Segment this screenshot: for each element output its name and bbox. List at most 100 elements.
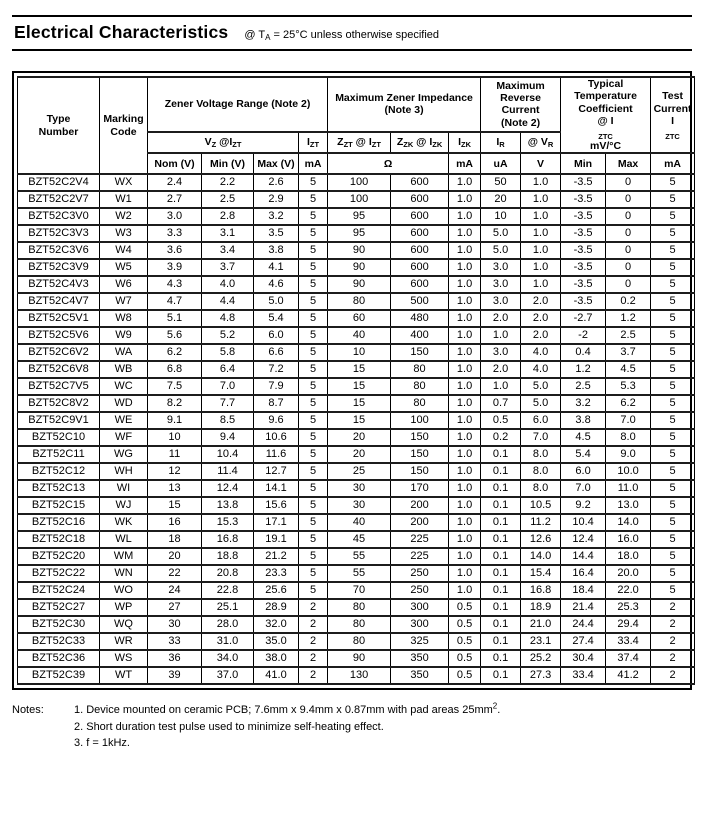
cell-reverse-voltage-vr: 7.0 [520, 428, 562, 448]
cell-reverse-current-ir: 0.1 [480, 547, 522, 567]
cell-zzk-impedance: 400 [390, 326, 450, 346]
cell-test-current-iztc: 5 [650, 360, 696, 380]
cell-zzk-impedance: 325 [390, 632, 450, 652]
cell-marking-code: WJ [99, 496, 148, 516]
table-row: BZT52C10 WF 10 9.4 10.6 5 20 150 1.0 0.2 7.0 4.5 8.0… [17, 428, 696, 448]
cell-reverse-current-ir: 3.0 [480, 343, 522, 363]
cell-tc-max: 29.4 [605, 615, 652, 635]
cell-tc-min: 4.5 [560, 428, 607, 448]
cell-tc-max: 1.2 [605, 309, 652, 329]
cell-izt: 5 [297, 394, 329, 414]
cell-tc-min: -3.5 [560, 224, 607, 244]
electrical-characteristics-table: Type Number Marking Code Zener Voltage R… [17, 75, 696, 686]
cell-reverse-voltage-vr: 25.2 [520, 649, 562, 669]
cell-tc-min: 1.2 [560, 360, 607, 380]
cell-tc-max: 14.0 [605, 513, 652, 533]
col-header-vr: @ VR [520, 130, 562, 155]
table-row: BZT52C2V4 WX 2.4 2.2 2.6 5 100 600 1.0 50 1.0 -3.5 0… [17, 173, 696, 193]
cell-izt: 2 [297, 666, 329, 686]
cell-zzt-impedance: 15 [327, 411, 392, 431]
cell-vz-nom: 4.3 [147, 275, 202, 295]
cell-reverse-current-ir: 0.1 [480, 581, 522, 601]
cell-izt: 5 [297, 411, 329, 431]
cell-test-current-iztc: 5 [650, 445, 696, 465]
table-row: BZT52C3V6 W4 3.6 3.4 3.8 5 90 600 1.0 5.0 1.0 -3.5 0… [17, 241, 696, 261]
cell-reverse-voltage-vr: 5.0 [520, 394, 562, 414]
table-row: BZT52C3V9 W5 3.9 3.7 4.1 5 90 600 1.0 3.0 1.0 -3.5 0… [17, 258, 696, 278]
unit-ir-ua: uA [480, 152, 522, 176]
cell-zzt-impedance: 95 [327, 207, 392, 227]
table-row: BZT52C13 WI 13 12.4 14.1 5 30 170 1.0 0.1 8.0 7.0 11… [17, 479, 696, 499]
cell-zzk-impedance: 225 [390, 547, 450, 567]
cell-zzt-impedance: 80 [327, 632, 392, 652]
cell-tc-min: -3.5 [560, 258, 607, 278]
cell-zzt-impedance: 55 [327, 547, 392, 567]
cell-vz-nom: 33 [147, 632, 202, 652]
cell-tc-max: 0 [605, 190, 652, 210]
cell-test-current-iztc: 5 [650, 394, 696, 414]
col-group-max-zener-impedance: Maximum Zener Impedance (Note 3) [327, 76, 482, 133]
cell-vz-max: 38.0 [253, 649, 299, 669]
cell-izt: 5 [297, 530, 329, 550]
cell-izk: 0.5 [448, 632, 482, 652]
cell-tc-min: 2.5 [560, 377, 607, 397]
table-row: BZT52C39 WT 39 37.0 41.0 2 130 350 0.5 0.1 27.3 33.… [17, 666, 696, 686]
cell-vz-max: 17.1 [253, 513, 299, 533]
cell-marking-code: W1 [99, 190, 148, 210]
cell-type-number: BZT52C20 [17, 547, 100, 567]
cell-tc-min: -3.5 [560, 190, 607, 210]
cell-reverse-voltage-vr: 1.0 [520, 190, 562, 210]
col-header-zzt-at-izt: ZZT @ IZT [327, 130, 392, 155]
cell-tc-max: 5.3 [605, 377, 652, 397]
cell-test-current-iztc: 2 [650, 649, 696, 669]
cell-vz-nom: 24 [147, 581, 202, 601]
cell-marking-code: WP [99, 598, 148, 618]
cell-reverse-current-ir: 1.0 [480, 326, 522, 346]
cell-izt: 5 [297, 513, 329, 533]
cell-reverse-voltage-vr: 15.4 [520, 564, 562, 584]
col-header-marking-code: Marking Code [99, 75, 148, 176]
cell-reverse-voltage-vr: 14.0 [520, 547, 562, 567]
table-row: BZT52C16 WK 16 15.3 17.1 5 40 200 1.0 0.1 11.2 10.4… [17, 513, 696, 533]
cell-tc-max: 13.0 [605, 496, 652, 516]
cell-zzk-impedance: 150 [390, 428, 450, 448]
cell-reverse-current-ir: 0.5 [480, 411, 522, 431]
cell-marking-code: WO [99, 581, 148, 601]
cell-vz-min: 2.5 [201, 190, 254, 210]
cell-zzk-impedance: 150 [390, 343, 450, 363]
cell-vz-max: 14.1 [253, 479, 299, 499]
cell-type-number: BZT52C13 [17, 479, 100, 499]
cell-vz-max: 3.5 [253, 224, 299, 244]
cell-zzt-impedance: 90 [327, 258, 392, 278]
cell-tc-min: -2 [560, 326, 607, 346]
table-row: BZT52C6V8 WB 6.8 6.4 7.2 5 15 80 1.0 2.0 4.0 1.2 4.5… [17, 360, 696, 380]
cell-izk: 0.5 [448, 615, 482, 635]
notes-label: Notes: [12, 704, 44, 717]
cell-vz-nom: 2.4 [147, 173, 202, 193]
cell-tc-min: 12.4 [560, 530, 607, 550]
cell-type-number: BZT52C3V3 [17, 224, 100, 244]
cell-reverse-current-ir: 0.1 [480, 479, 522, 499]
cell-tc-max: 25.3 [605, 598, 652, 618]
cell-izt: 5 [297, 445, 329, 465]
cell-zzt-impedance: 20 [327, 445, 392, 465]
cell-izk: 1.0 [448, 326, 482, 346]
cell-marking-code: WI [99, 479, 148, 499]
cell-tc-min: 10.4 [560, 513, 607, 533]
cell-zzk-impedance: 100 [390, 411, 450, 431]
page-title: Electrical Characteristics [14, 22, 229, 42]
unit-nom-v: Nom (V) [147, 152, 202, 176]
cell-vz-nom: 18 [147, 530, 202, 550]
cell-marking-code: WM [99, 547, 148, 567]
cell-reverse-voltage-vr: 12.6 [520, 530, 562, 550]
cell-tc-max: 3.7 [605, 343, 652, 363]
cell-zzt-impedance: 90 [327, 649, 392, 669]
cell-type-number: BZT52C16 [17, 513, 100, 533]
header-row-symbols: VZ @IZT IZT ZZT @ IZT ZZK @ IZK IZK IR @… [18, 130, 695, 155]
cell-zzt-impedance: 80 [327, 292, 392, 312]
cell-tc-min: -3.5 [560, 292, 607, 312]
cell-izt: 2 [297, 615, 329, 635]
unit-min-v: Min (V) [201, 152, 254, 176]
cell-izk: 1.0 [448, 190, 482, 210]
cell-vz-nom: 13 [147, 479, 202, 499]
